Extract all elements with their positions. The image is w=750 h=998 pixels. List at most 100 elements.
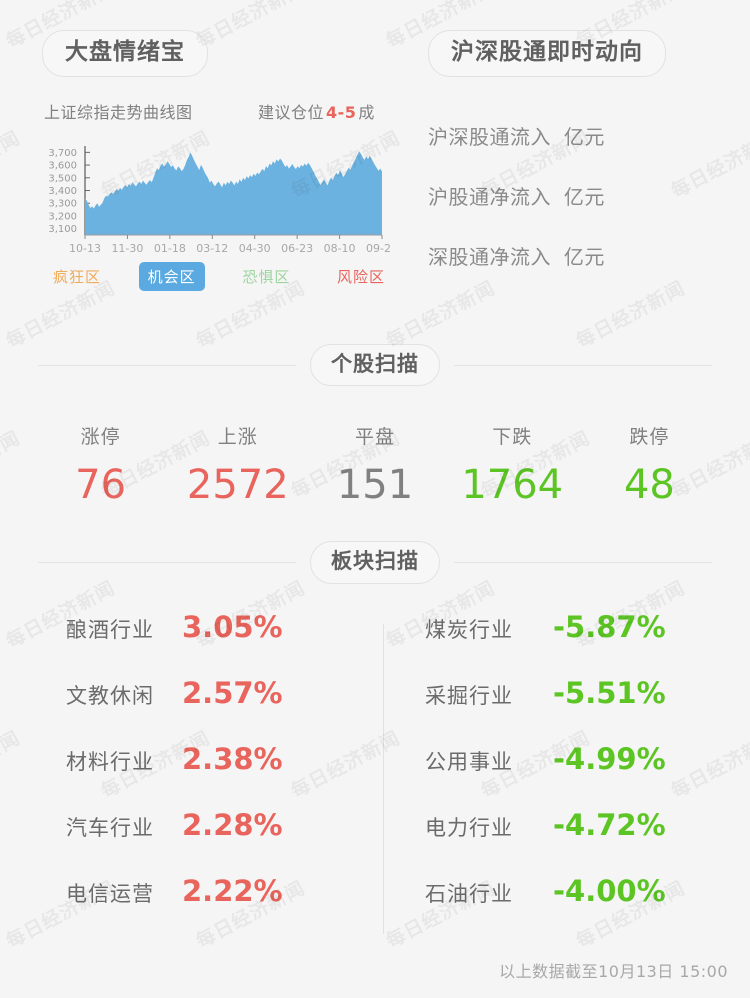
sector-gainer-row[interactable]: 电信运营 2.22%	[6, 874, 375, 940]
stat-col-0: 涨停 76	[32, 422, 169, 507]
position-advice-prefix: 建议仓位	[258, 102, 325, 122]
stat-label: 上涨	[217, 426, 258, 449]
stat-value: 151	[336, 462, 414, 509]
sector-scan-title: 板块扫描	[310, 541, 440, 584]
sector-name: 煤炭行业	[425, 617, 513, 642]
sector-change-percent: -5.51%	[553, 675, 666, 710]
stat-label: 跌停	[629, 426, 670, 449]
stock-scan-pill-wrap: 个股扫描	[296, 344, 454, 387]
sector-scan-heading: 板块扫描	[0, 541, 750, 584]
connect-row-unit: 亿元	[563, 184, 605, 209]
y-tick-label: 3,600	[48, 161, 77, 172]
stat-label: 涨停	[80, 426, 121, 449]
connect-row-value	[551, 245, 564, 269]
zone-tag-0[interactable]: 疯狂区	[53, 268, 102, 286]
x-tick-label: 03-12	[196, 242, 228, 255]
index-area-series	[85, 151, 382, 235]
sector-name: 公用事业	[425, 749, 513, 774]
stat-col-4: 跌停 48	[581, 422, 718, 507]
sector-loser-row[interactable]: 采掘行业 -5.51%	[375, 676, 744, 742]
zone-tag-3[interactable]: 风险区	[336, 268, 385, 286]
sector-gainer-row[interactable]: 汽车行业 2.28%	[6, 808, 375, 874]
zone-tag-1[interactable]: 机会区	[138, 262, 205, 291]
sector-scan-section: 板块扫描 酿酒行业 3.05% 文教休闲 2.57% 材料行业 2.38% 汽车行业 2.28…	[0, 541, 750, 939]
sector-loser-row[interactable]: 煤炭行业 -5.87%	[375, 610, 744, 676]
stat-col-3: 下跌 1764	[444, 422, 581, 507]
data-timestamp-note: 以上数据截至10月13日 15:00	[499, 962, 728, 981]
connect-row-1: 沪股通净流入 亿元	[420, 167, 750, 227]
sector-change-percent: -4.99%	[553, 741, 666, 776]
sector-name: 采掘行业	[425, 683, 513, 708]
connect-row-2: 深股通净流入 亿元	[420, 227, 750, 287]
connect-title-wrap: 沪深股通即时动向	[420, 0, 750, 77]
y-tick-label: 3,700	[48, 148, 77, 159]
y-tick-label: 3,200	[48, 211, 77, 222]
sector-loser-row[interactable]: 电力行业 -4.72%	[375, 808, 744, 874]
heading-rule-left	[38, 561, 296, 563]
connect-row-unit: 亿元	[563, 244, 605, 269]
sector-name: 汽车行业	[66, 815, 154, 840]
zone-tag-2[interactable]: 恐惧区	[242, 268, 291, 286]
stat-label: 平盘	[355, 426, 396, 449]
connect-row-value	[551, 185, 564, 209]
x-tick-label: 01-18	[154, 242, 186, 255]
sector-name: 材料行业	[66, 749, 154, 774]
chart-header-row: 上证综指走势曲线图 建议仓位 4-5 成	[0, 99, 420, 127]
sector-scan-pill-wrap: 板块扫描	[296, 541, 454, 584]
y-tick-label: 3,500	[48, 173, 77, 184]
sector-name: 石油行业	[425, 881, 513, 906]
x-tick-label: 10-13	[69, 242, 101, 255]
sector-change-percent: 2.57%	[182, 675, 283, 710]
sector-gainer-row[interactable]: 文教休闲 2.57%	[6, 676, 375, 742]
sector-name: 文教休闲	[66, 683, 154, 708]
connect-row-0: 沪深股通流入 亿元	[420, 107, 750, 167]
x-tick-label: 04-30	[239, 242, 271, 255]
x-axis-tick-labels: 10-13 11-30 01-18 03-12 04-30 06-23 08-10 09-29	[69, 242, 390, 255]
sector-change-percent: 2.22%	[182, 873, 283, 908]
sector-change-percent: -4.72%	[553, 807, 666, 842]
connect-rows: 沪深股通流入 亿元 沪股通净流入 亿元 深股通净流入 亿元	[420, 107, 750, 287]
y-tick-label: 3,300	[48, 199, 77, 210]
heading-rule-right	[454, 364, 712, 366]
x-tick-label: 06-23	[281, 242, 313, 255]
sentiment-title-wrap: 大盘情绪宝	[0, 0, 420, 77]
sector-gainers-column: 酿酒行业 3.05% 文教休闲 2.57% 材料行业 2.38% 汽车行业 2.28% 电信运营…	[6, 610, 375, 940]
sector-losers-column: 煤炭行业 -5.87% 采掘行业 -5.51% 公用事业 -4.99% 电力行业 -4.72%…	[375, 610, 744, 940]
sentiment-zone-tags: 疯狂区 机会区 恐惧区 风险区	[44, 262, 394, 291]
heading-rule-left	[38, 364, 296, 366]
stat-col-2: 平盘 151	[306, 422, 443, 507]
sector-name: 电信运营	[66, 881, 154, 906]
connect-row-label: 深股通净流入	[428, 244, 551, 269]
y-tick-label: 3,100	[48, 224, 77, 235]
sector-loser-row[interactable]: 石油行业 -4.00%	[375, 874, 744, 940]
stock-scan-stats: 涨停 76 上涨 2572 平盘 151 下跌 1764 跌停 48	[0, 422, 750, 507]
position-advice-value: 4-5	[326, 102, 357, 122]
connect-row-label: 沪股通净流入	[428, 184, 551, 209]
x-axis-tick-marks	[84, 235, 383, 239]
sector-gainer-row[interactable]: 酿酒行业 3.05%	[6, 610, 375, 676]
sector-change-percent: 2.28%	[182, 807, 283, 842]
stock-scan-heading: 个股扫描	[0, 344, 750, 387]
connect-title: 沪深股通即时动向	[428, 30, 666, 77]
stock-scan-title: 个股扫描	[310, 344, 440, 387]
connect-row-unit: 亿元	[563, 124, 605, 149]
sector-column-divider	[383, 623, 384, 934]
stat-value: 2572	[186, 462, 289, 509]
stat-value: 76	[75, 462, 127, 509]
stat-value: 48	[623, 462, 675, 509]
stat-label: 下跌	[492, 426, 533, 449]
sector-scan-body: 酿酒行业 3.05% 文教休闲 2.57% 材料行业 2.38% 汽车行业 2.28% 电信运营…	[0, 610, 750, 940]
x-tick-label: 09-29	[366, 242, 390, 255]
x-tick-label: 08-10	[324, 242, 356, 255]
stat-col-1: 上涨 2572	[169, 422, 306, 507]
stock-connect-panel: 沪深股通即时动向 沪深股通流入 亿元 沪股通净流入 亿元 深股通净流入 亿元	[420, 0, 750, 318]
sector-gainer-row[interactable]: 材料行业 2.38%	[6, 742, 375, 808]
connect-row-label: 沪深股通流入	[428, 124, 551, 149]
sector-name: 酿酒行业	[66, 617, 154, 642]
sentiment-title: 大盘情绪宝	[42, 30, 208, 77]
y-tick-label: 3,400	[48, 186, 77, 197]
position-advice: 建议仓位 4-5 成	[258, 99, 375, 123]
sector-loser-row[interactable]: 公用事业 -4.99%	[375, 742, 744, 808]
